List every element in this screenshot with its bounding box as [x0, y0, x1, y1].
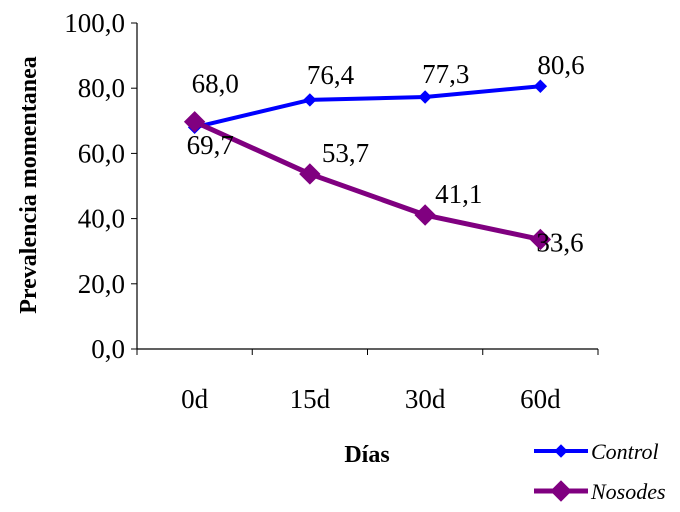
data-label: 69,7 [187, 130, 234, 160]
data-label: 33,6 [536, 227, 583, 257]
y-tick-label: 20,0 [78, 269, 125, 299]
y-axis-title: Prevalencia momentanea [16, 56, 42, 314]
data-point-marker [533, 79, 548, 93]
series-control [187, 79, 548, 135]
data-point-marker [299, 163, 321, 185]
data-point-marker [418, 90, 432, 104]
x-tick-label: 30d [405, 384, 446, 414]
legend-label: Control [591, 439, 659, 464]
series-line-nosodes [193, 119, 541, 242]
legend-marker [550, 480, 572, 502]
x-tick-label: 15d [290, 384, 331, 414]
y-tick-label: 80,0 [78, 73, 125, 103]
legend-item-nosodes: Nosodes [534, 479, 666, 504]
data-label: 80,6 [537, 50, 584, 80]
data-label: 41,1 [435, 179, 482, 209]
y-tick-label: 40,0 [78, 204, 125, 234]
series-line-control [194, 84, 541, 130]
series-nosodes [183, 111, 552, 251]
series-layer [183, 79, 552, 251]
data-label: 68,0 [192, 68, 239, 98]
legend-marker [554, 444, 568, 458]
x-ticks: 0d 15d 30d 60d [136, 349, 599, 414]
data-point-marker [303, 93, 317, 107]
data-labels: 68,0 76,4 77,3 80,6 69,7 53,7 41,1 33,6 [187, 50, 585, 257]
y-tick-label: 0,0 [91, 334, 125, 364]
x-tick-label: 60d [520, 384, 561, 414]
legend-label: Nosodes [590, 479, 666, 504]
data-point-marker [414, 204, 436, 226]
data-label: 76,4 [307, 60, 355, 90]
y-tick-label: 60,0 [78, 138, 125, 168]
legend: Control Nosodes [534, 439, 666, 504]
x-axis-title: Días [344, 442, 389, 468]
data-label: 77,3 [422, 59, 469, 89]
y-ticks: 0,0 20,0 40,0 60,0 80,0 100,0 [64, 8, 137, 364]
data-label: 53,7 [322, 138, 369, 168]
legend-item-control: Control [534, 439, 659, 464]
data-point-marker [529, 228, 552, 251]
y-tick-label: 100,0 [64, 8, 125, 38]
x-tick-label: 0d [181, 384, 209, 414]
data-point-marker [183, 111, 206, 133]
